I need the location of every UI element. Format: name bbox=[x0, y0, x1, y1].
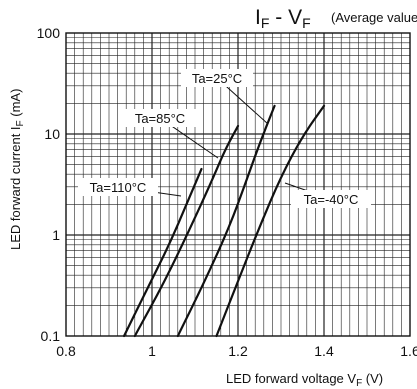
series-line bbox=[122, 167, 203, 338]
y-tick-label: 0.1 bbox=[41, 328, 61, 344]
x-tick-label: 1.6 bbox=[400, 343, 417, 359]
series-line bbox=[133, 124, 240, 338]
y-axis-title: LED forward current IF (mA) bbox=[8, 89, 26, 250]
x-tick-label: 0.8 bbox=[56, 343, 76, 359]
annotation-box bbox=[124, 109, 196, 127]
chart-subtitle: (Average value) bbox=[331, 10, 417, 25]
annotation-box bbox=[78, 178, 158, 196]
x-axis-title: LED forward voltage VF (V) bbox=[226, 371, 383, 389]
series-label: Ta=110°C bbox=[90, 180, 147, 195]
x-tick-label: 1.2 bbox=[228, 343, 248, 359]
y-tick-label: 1 bbox=[52, 227, 60, 243]
chart-title: IF - VF bbox=[255, 6, 311, 31]
annotation-box bbox=[291, 190, 371, 208]
series-label: Ta=-40°C bbox=[304, 192, 359, 207]
series-line bbox=[176, 104, 276, 338]
series-line bbox=[215, 104, 326, 338]
tick-labels: 0.8 1 1.2 1.4 1.6 0.1 1 10 100 bbox=[37, 25, 417, 359]
y-tick-label: 100 bbox=[37, 25, 61, 41]
x-tick-label: 1.4 bbox=[314, 343, 334, 359]
series-label: Ta=25°C bbox=[192, 71, 242, 86]
annotation-box bbox=[181, 69, 253, 87]
series-lines bbox=[122, 104, 326, 338]
series-annotations: Ta=110°C Ta=85°C Ta=25°C Ta=-40°C bbox=[78, 69, 371, 208]
y-tick-label: 10 bbox=[44, 126, 60, 142]
plot-frame bbox=[65, 32, 411, 337]
grid bbox=[66, 33, 410, 336]
x-tick-label: 1 bbox=[148, 343, 156, 359]
series-label: Ta=85°C bbox=[135, 111, 185, 126]
